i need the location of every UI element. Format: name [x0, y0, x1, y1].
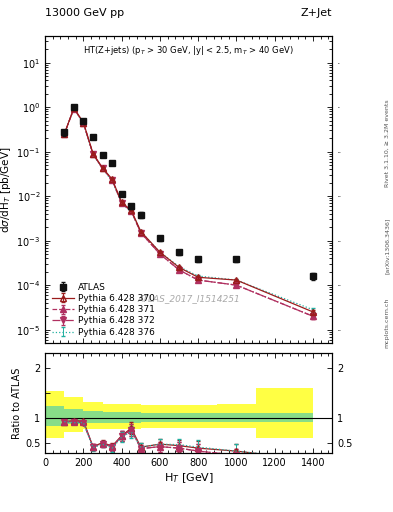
Text: Z+Jet: Z+Jet [301, 8, 332, 18]
Text: Rivet 3.1.10, ≥ 3.2M events: Rivet 3.1.10, ≥ 3.2M events [385, 99, 389, 187]
Text: [arXiv:1306.3436]: [arXiv:1306.3436] [385, 218, 389, 274]
Legend: ATLAS, Pythia 6.428 370, Pythia 6.428 371, Pythia 6.428 372, Pythia 6.428 376: ATLAS, Pythia 6.428 370, Pythia 6.428 37… [50, 281, 156, 338]
Y-axis label: Ratio to ATLAS: Ratio to ATLAS [12, 368, 22, 439]
X-axis label: H$_T$ [GeV]: H$_T$ [GeV] [163, 471, 214, 484]
Text: mcplots.cern.ch: mcplots.cern.ch [385, 297, 389, 348]
Text: 13000 GeV pp: 13000 GeV pp [45, 8, 124, 18]
Text: HT(Z+jets) (p$_T$ > 30 GeV, |y| < 2.5, m$_T$ > 40 GeV): HT(Z+jets) (p$_T$ > 30 GeV, |y| < 2.5, m… [83, 44, 294, 56]
Text: ATLAS_2017_I1514251: ATLAS_2017_I1514251 [137, 294, 240, 303]
Y-axis label: d$\sigma$/dH$_T$ [pb/GeV]: d$\sigma$/dH$_T$ [pb/GeV] [0, 146, 13, 233]
